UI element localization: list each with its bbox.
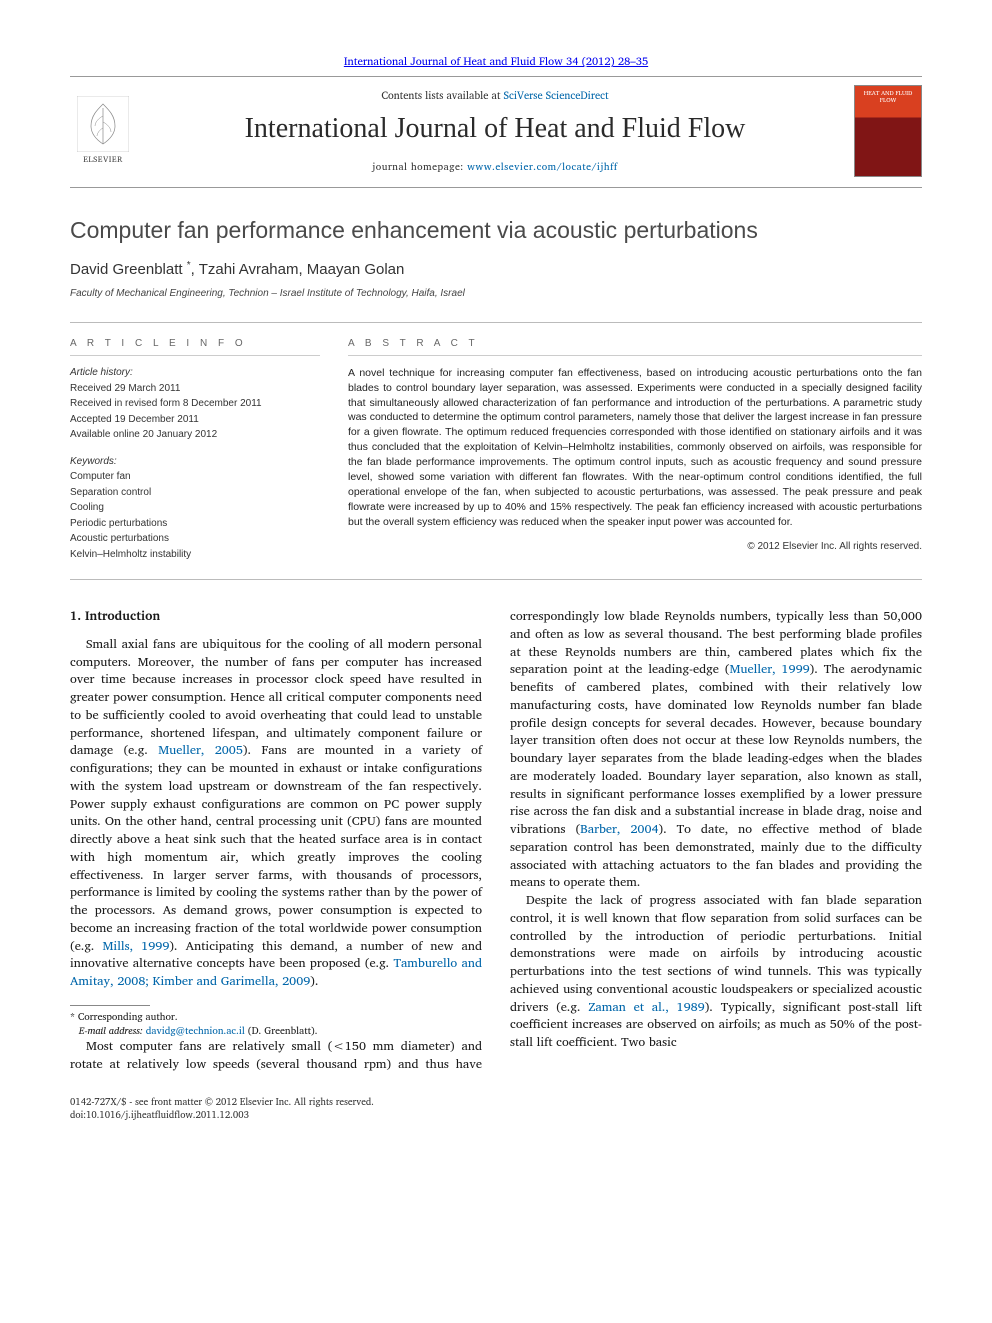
corresponding-footnote: * Corresponding author. E-mail address: … bbox=[70, 1010, 482, 1038]
page-footer: 0142-727X/$ - see front matter © 2012 El… bbox=[70, 1096, 922, 1124]
publisher-name: ELSEVIER bbox=[83, 154, 123, 166]
keyword: Periodic perturbations bbox=[70, 517, 320, 532]
cover-caption: HEAT AND FLUID FLOW bbox=[859, 90, 917, 103]
header-center: Contents lists available at SciVerse Sci… bbox=[144, 88, 846, 174]
body-paragraph: Despite the lack of progress associated … bbox=[510, 892, 922, 1052]
doi-line: doi:10.1016/j.ijheatfluidflow.2011.12.00… bbox=[70, 1109, 922, 1123]
authors: David Greenblatt *, Tzahi Avraham, Maaya… bbox=[70, 259, 922, 281]
affiliation: Faculty of Mechanical Engineering, Techn… bbox=[70, 287, 922, 302]
issn-line: 0142-727X/$ - see front matter © 2012 El… bbox=[70, 1096, 922, 1110]
article-info-heading: A R T I C L E I N F O bbox=[70, 337, 320, 357]
accepted-line: Accepted 19 December 2011 bbox=[70, 413, 320, 428]
keyword: Kelvin–Helmholtz instability bbox=[70, 548, 320, 563]
online-line: Available online 20 January 2012 bbox=[70, 428, 320, 443]
footnote-rule bbox=[70, 1005, 150, 1006]
abstract-heading: A B S T R A C T bbox=[348, 337, 922, 356]
body-text: ). Fans are mounted in a variety of conf… bbox=[70, 740, 482, 955]
body-columns: 1. Introduction Small axial fans are ubi… bbox=[70, 608, 922, 1074]
page: International Journal of Heat and Fluid … bbox=[0, 0, 992, 1163]
history-label: Article history: bbox=[70, 366, 320, 381]
keywords-label: Keywords: bbox=[70, 455, 320, 470]
abstract-text: A novel technique for increasing compute… bbox=[348, 366, 922, 530]
homepage-prefix: journal homepage: bbox=[372, 159, 467, 175]
journal-homepage: journal homepage: www.elsevier.com/locat… bbox=[144, 160, 846, 175]
citation-line: International Journal of Heat and Fluid … bbox=[70, 54, 922, 70]
homepage-link[interactable]: www.elsevier.com/locate/ijhff bbox=[467, 159, 618, 175]
contents-available: Contents lists available at SciVerse Sci… bbox=[144, 88, 846, 103]
article-info: A R T I C L E I N F O Article history: R… bbox=[70, 337, 320, 564]
sciencedirect-link[interactable]: SciVerse ScienceDirect bbox=[503, 86, 608, 104]
revised-line: Received in revised form 8 December 2011 bbox=[70, 397, 320, 412]
elsevier-tree-icon bbox=[77, 96, 129, 152]
citation-link[interactable]: International Journal of Heat and Fluid … bbox=[344, 52, 648, 70]
keyword: Computer fan bbox=[70, 470, 320, 485]
contents-prefix: Contents lists available at bbox=[381, 86, 503, 104]
keyword: Separation control bbox=[70, 486, 320, 501]
abstract: A B S T R A C T A novel technique for in… bbox=[348, 337, 922, 564]
keyword: Acoustic perturbations bbox=[70, 532, 320, 547]
author-list: David Greenblatt *, Tzahi Avraham, Maaya… bbox=[70, 261, 404, 278]
abstract-copyright: © 2012 Elsevier Inc. All rights reserved… bbox=[348, 540, 922, 554]
journal-cover-thumb: HEAT AND FLUID FLOW bbox=[854, 85, 922, 177]
body-text: ). The aerodynamic benefits of cambered … bbox=[510, 659, 922, 839]
article-title: Computer fan performance enhancement via… bbox=[70, 214, 922, 247]
publisher-logo: ELSEVIER bbox=[70, 96, 136, 166]
body-text: ). bbox=[310, 971, 318, 991]
info-abstract-row: A R T I C L E I N F O Article history: R… bbox=[70, 322, 922, 581]
journal-name: International Journal of Heat and Fluid … bbox=[144, 109, 846, 150]
keyword: Cooling bbox=[70, 501, 320, 516]
body-paragraph: Small axial fans are ubiquitous for the … bbox=[70, 636, 482, 991]
section-heading: 1. Introduction bbox=[70, 608, 482, 626]
journal-header: ELSEVIER Contents lists available at Sci… bbox=[70, 76, 922, 188]
received-line: Received 29 March 2011 bbox=[70, 382, 320, 397]
keywords-block: Keywords: Computer fan Separation contro… bbox=[70, 455, 320, 563]
